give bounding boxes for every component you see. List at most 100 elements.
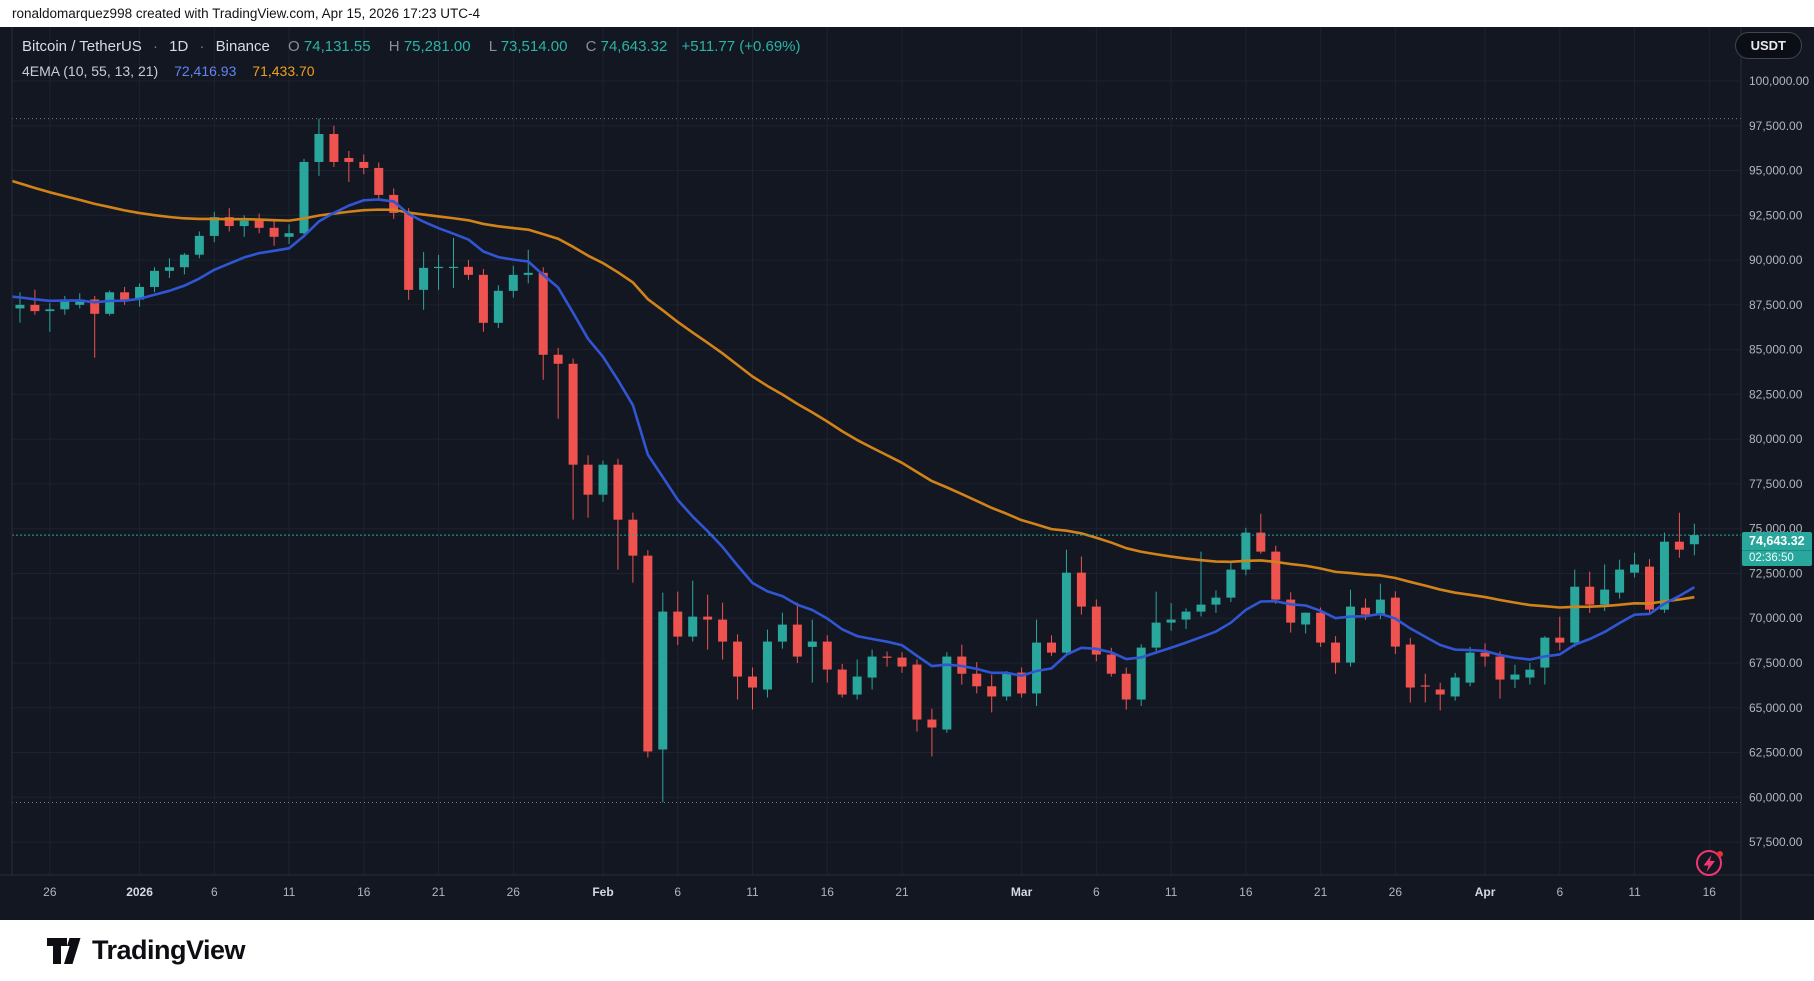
- candle[interactable]: [538, 267, 548, 380]
- candle[interactable]: [449, 237, 458, 288]
- candle[interactable]: [643, 550, 653, 758]
- candle[interactable]: [882, 651, 892, 667]
- candle[interactable]: [1271, 545, 1281, 604]
- candle[interactable]: [463, 260, 473, 280]
- candle[interactable]: [478, 269, 488, 332]
- candle[interactable]: [1331, 636, 1341, 674]
- candle[interactable]: [1136, 644, 1146, 706]
- candle[interactable]: [1166, 603, 1176, 631]
- candle[interactable]: [299, 158, 309, 237]
- candle[interactable]: [1151, 591, 1161, 655]
- candle[interactable]: [897, 652, 907, 673]
- candle[interactable]: [1301, 612, 1311, 634]
- candle[interactable]: [658, 592, 668, 803]
- candle[interactable]: [1405, 637, 1415, 703]
- candle[interactable]: [703, 594, 713, 650]
- candle[interactable]: [30, 289, 40, 315]
- candle[interactable]: [598, 460, 608, 502]
- interval-label[interactable]: 1D: [169, 38, 189, 55]
- candle[interactable]: [1047, 635, 1056, 656]
- candle[interactable]: [733, 634, 743, 700]
- candle[interactable]: [1256, 513, 1266, 554]
- symbol-title[interactable]: Bitcoin / TetherUS: [22, 38, 142, 55]
- candle[interactable]: [1435, 682, 1445, 711]
- last-price-badge[interactable]: 74,643.32 02:36:50: [1742, 532, 1812, 566]
- candle[interactable]: [1346, 589, 1355, 667]
- candle[interactable]: [1465, 646, 1475, 687]
- candle[interactable]: [344, 151, 354, 182]
- candle[interactable]: [553, 347, 563, 419]
- candlestick-chart[interactable]: 100,000.00 97,500.00 95,000.00 92,500.00 90,…: [0, 27, 1814, 920]
- candle[interactable]: [1390, 591, 1400, 655]
- candle[interactable]: [1645, 559, 1654, 615]
- candle[interactable]: [1450, 672, 1460, 701]
- candle[interactable]: [762, 629, 772, 698]
- candle[interactable]: [1002, 671, 1012, 701]
- candle[interactable]: [673, 591, 683, 646]
- candle[interactable]: [1017, 667, 1027, 698]
- candle[interactable]: [1241, 527, 1251, 576]
- candle[interactable]: [777, 612, 787, 649]
- currency-toggle-button[interactable]: USDT: [1734, 32, 1802, 59]
- candle[interactable]: [1540, 636, 1550, 685]
- candle[interactable]: [269, 218, 279, 246]
- candle[interactable]: [1032, 619, 1042, 706]
- candle[interactable]: [1480, 643, 1490, 667]
- tradingview-logo-icon[interactable]: [46, 936, 82, 966]
- candle[interactable]: [404, 208, 414, 300]
- candle[interactable]: [1211, 590, 1221, 613]
- candle[interactable]: [628, 512, 638, 583]
- candle[interactable]: [1674, 512, 1684, 558]
- candle[interactable]: [1570, 569, 1580, 647]
- candle[interactable]: [329, 125, 339, 167]
- candle[interactable]: [927, 708, 937, 757]
- tradingview-logo-text[interactable]: TradingView: [92, 935, 246, 965]
- candle[interactable]: [1076, 556, 1086, 615]
- candle[interactable]: [389, 188, 399, 219]
- candle[interactable]: [1181, 608, 1191, 629]
- candle[interactable]: [912, 659, 922, 732]
- candle[interactable]: [613, 458, 623, 570]
- candle[interactable]: [1600, 564, 1610, 612]
- candle[interactable]: [105, 290, 115, 316]
- candle[interactable]: [508, 265, 518, 298]
- candle[interactable]: [852, 659, 862, 700]
- candle[interactable]: [45, 303, 55, 332]
- candle[interactable]: [374, 162, 384, 200]
- candle[interactable]: [972, 662, 982, 694]
- candle[interactable]: [434, 254, 444, 290]
- candle[interactable]: [135, 283, 145, 307]
- candle[interactable]: [60, 295, 70, 315]
- candle[interactable]: [164, 258, 174, 278]
- candle[interactable]: [523, 249, 533, 284]
- candle[interactable]: [1420, 673, 1430, 703]
- candle[interactable]: [568, 358, 578, 520]
- candle[interactable]: [314, 118, 324, 176]
- candle[interactable]: [1495, 651, 1505, 699]
- candle[interactable]: [179, 252, 189, 275]
- candle[interactable]: [748, 667, 757, 710]
- candle[interactable]: [1510, 664, 1520, 689]
- candle[interactable]: [1555, 616, 1565, 651]
- lightning-event-icon[interactable]: [1694, 847, 1726, 879]
- candle[interactable]: [419, 251, 429, 310]
- candle[interactable]: [1061, 549, 1071, 655]
- candle[interactable]: [583, 455, 593, 518]
- candle[interactable]: [792, 602, 802, 664]
- candle[interactable]: [150, 267, 159, 293]
- candle[interactable]: [1615, 559, 1625, 599]
- candle[interactable]: [209, 211, 219, 243]
- candle[interactable]: [1196, 551, 1206, 617]
- candle[interactable]: [1286, 592, 1296, 633]
- time-axis[interactable]: 26 2026 6 11 16 21 26 Feb 6 11 16 21 Mar 6 11 16 21 26 Apr…: [43, 885, 1716, 899]
- candle[interactable]: [1316, 607, 1326, 647]
- plot-area[interactable]: [1, 27, 1742, 875]
- candle[interactable]: [1689, 523, 1699, 556]
- candle[interactable]: [493, 285, 503, 329]
- candle[interactable]: [359, 154, 369, 175]
- candle[interactable]: [254, 213, 264, 234]
- candle[interactable]: [90, 295, 100, 358]
- candle[interactable]: [1525, 663, 1535, 685]
- candle[interactable]: [1091, 599, 1101, 662]
- candle[interactable]: [837, 663, 847, 698]
